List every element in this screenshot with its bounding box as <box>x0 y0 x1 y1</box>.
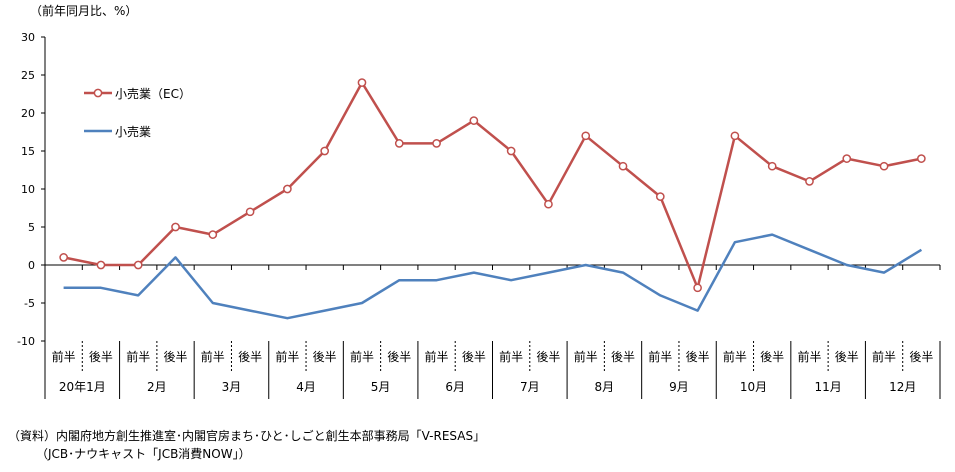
x-month-label: 6月 <box>445 380 465 394</box>
x-category-label: 後半 <box>164 350 188 364</box>
source-line-2: （JCB･ナウキャスト「JCB消費NOW」） <box>36 447 251 461</box>
y-tick-label: 30 <box>21 31 35 44</box>
data-point <box>842 154 852 163</box>
x-category-label: 前半 <box>872 349 896 364</box>
source-line-1: （資料）内閣府地方創生推進室･内閣官房まち･ひと･しごと創生本部事務局「V-RE… <box>8 429 486 443</box>
data-point <box>245 207 255 217</box>
x-category-label: 前半 <box>797 349 821 364</box>
x-category-label: 前半 <box>425 349 449 364</box>
data-point <box>59 253 68 262</box>
y-tick-label: -5 <box>24 297 35 310</box>
data-point <box>767 161 777 171</box>
data-point <box>917 154 926 163</box>
data-point <box>655 192 665 201</box>
x-category-label: 後半 <box>835 350 859 364</box>
series-line-1 <box>63 81 922 290</box>
data-point <box>133 260 143 270</box>
y-tick-label: 10 <box>21 183 35 196</box>
series-line-2 <box>63 233 923 320</box>
x-category-label: 前半 <box>648 349 672 364</box>
y-tick-label: 15 <box>21 145 35 158</box>
legend-label-2: 小売業 <box>115 124 151 139</box>
x-category-label: 後半 <box>89 350 113 364</box>
data-point <box>506 146 516 156</box>
x-category-label: 後半 <box>611 350 635 364</box>
x-month-label: 8月 <box>595 380 615 394</box>
x-month-label: 7月 <box>520 380 540 394</box>
x-category-label: 後半 <box>909 350 933 364</box>
y-tick-label: 25 <box>21 69 35 82</box>
x-category-label: 後半 <box>536 350 560 364</box>
data-point <box>618 161 628 171</box>
y-tick-label: -10 <box>17 335 35 348</box>
x-category-labels: 前半 後半 前半 後半 前半 後半 前半 後半 前半 後半 前半 後半 前半 後半 前半 後半 前半 後半 前半 後半… <box>44 341 941 399</box>
data-point <box>171 222 180 232</box>
data-point <box>357 78 367 87</box>
data-point <box>394 139 404 148</box>
x-category-label: 後半 <box>313 350 337 364</box>
data-point <box>730 131 740 141</box>
x-category-label: 前半 <box>52 349 76 364</box>
data-point <box>469 116 479 125</box>
unit-label: （前年同月比、%） <box>30 4 138 18</box>
data-point <box>693 283 702 293</box>
y-tick-label: 5 <box>28 221 35 234</box>
x-month-label: 3月 <box>222 380 242 394</box>
data-point <box>581 131 591 141</box>
data-point <box>208 230 218 239</box>
x-category-label: 前半 <box>275 349 299 364</box>
x-month-label: 12月 <box>889 380 916 394</box>
data-point <box>432 139 441 148</box>
x-month-label: 9月 <box>669 380 689 394</box>
x-month-label: 11月 <box>814 380 841 394</box>
x-category-label: 後半 <box>686 350 710 364</box>
x-axis <box>44 264 941 270</box>
data-point <box>283 184 292 194</box>
data-point <box>805 177 814 186</box>
x-category-label: 前半 <box>201 349 225 364</box>
data-point <box>544 199 553 209</box>
data-point <box>879 161 889 171</box>
x-month-label: 5月 <box>371 380 391 394</box>
x-category-label: 前半 <box>723 349 747 364</box>
y-tick-label: 0 <box>28 259 35 272</box>
x-category-label: 後半 <box>238 350 262 364</box>
x-category-label: 後半 <box>760 350 784 364</box>
x-month-label: 20年1月 <box>59 380 106 394</box>
y-tick-label: 20 <box>21 107 35 120</box>
x-category-label: 後半 <box>462 350 486 364</box>
x-category-label: 前半 <box>350 349 374 364</box>
legend: 小売業（EC） 小売業 <box>84 86 191 139</box>
y-axis: 30 25 20 15 10 5 0 -5 -10 <box>17 31 46 348</box>
legend-label-1: 小売業（EC） <box>115 86 191 101</box>
legend-marker <box>93 88 103 98</box>
plot-area <box>59 78 926 320</box>
x-month-label: 10月 <box>740 380 767 394</box>
x-category-label: 前半 <box>126 349 150 364</box>
data-point <box>96 260 106 270</box>
x-category-label: 後半 <box>387 350 411 364</box>
x-month-label: 2月 <box>147 380 167 394</box>
x-month-label: 4月 <box>296 380 316 394</box>
x-category-label: 前半 <box>574 349 598 364</box>
x-category-label: 前半 <box>499 349 523 364</box>
data-point <box>320 146 330 156</box>
